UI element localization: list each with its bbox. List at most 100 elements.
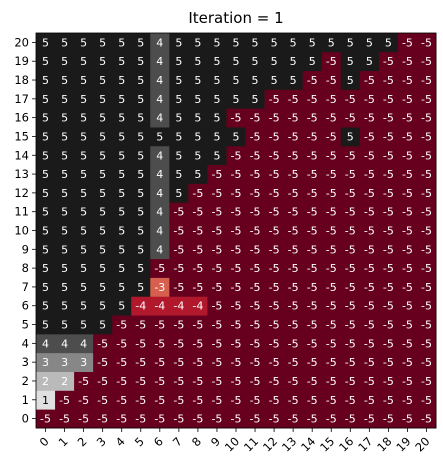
cell-value-label: -5: [269, 337, 280, 350]
cell-value-label: -5: [269, 300, 280, 313]
y-tick-label: 9: [22, 242, 29, 256]
x-tick-label: 17: [355, 434, 375, 454]
cell-value-label: 5: [175, 187, 182, 200]
cell-value-label: 3: [42, 356, 49, 369]
cell-value-label: 5: [80, 281, 87, 294]
cell-value-label: -5: [192, 337, 203, 350]
cell-value-label: -5: [326, 74, 337, 87]
cell-value-label: 5: [42, 225, 49, 238]
cell-value-label: 3: [80, 356, 87, 369]
cell-value-label: -5: [364, 149, 375, 162]
cell-value-label: 5: [290, 36, 297, 49]
cell-value-label: -5: [154, 262, 165, 275]
cell-value-label: -5: [307, 394, 318, 407]
cell-value-label: -5: [421, 93, 432, 106]
cell-value-label: -5: [116, 413, 127, 426]
cell-value-label: -5: [307, 74, 318, 87]
cell-value-label: -5: [326, 319, 337, 332]
cell-value-label: -5: [250, 149, 261, 162]
cell-value-label: -5: [402, 206, 413, 219]
cell-value-label: 5: [42, 300, 49, 313]
cell-value-label: 5: [61, 36, 68, 49]
cell-value-label: -5: [250, 206, 261, 219]
cell-value-label: 5: [194, 112, 201, 125]
y-tick-label: 7: [22, 280, 29, 294]
cell-value-label: -5: [402, 168, 413, 181]
cell-value-label: -5: [211, 168, 222, 181]
cell-value-label: -5: [211, 413, 222, 426]
cell-value-label: -5: [364, 281, 375, 294]
cell-value-label: -5: [231, 187, 242, 200]
cell-value-label: -5: [211, 187, 222, 200]
cell-value-label: 5: [61, 319, 68, 332]
cell-value-label: -5: [173, 356, 184, 369]
cell-value-label: 5: [42, 93, 49, 106]
cell-value-label: -5: [288, 281, 299, 294]
cell-value-label: -5: [307, 319, 318, 332]
cell-value-label: -5: [326, 300, 337, 313]
cell-value-label: -5: [345, 262, 356, 275]
cell-value-label: -5: [250, 300, 261, 313]
cell-value-label: 4: [156, 149, 163, 162]
cell-value-label: 5: [137, 225, 144, 238]
cell-value-label: 5: [99, 281, 106, 294]
cell-value-label: -5: [421, 36, 432, 49]
cell-value-label: -5: [402, 413, 413, 426]
cell-value-label: -5: [307, 413, 318, 426]
x-tick-label: 6: [151, 434, 166, 449]
cell-value-label: -5: [364, 74, 375, 87]
x-tick-label: 10: [222, 434, 242, 454]
cell-value-label: -5: [211, 281, 222, 294]
cell-value-label: -5: [192, 262, 203, 275]
cell-value-label: 5: [80, 225, 87, 238]
cell-value-label: 5: [347, 36, 354, 49]
cell-value-label: -5: [383, 225, 394, 238]
cell-value-label: -5: [288, 319, 299, 332]
cell-value-label: -5: [250, 225, 261, 238]
cell-value-label: -5: [383, 394, 394, 407]
x-tick-label: 11: [241, 434, 261, 454]
cell-value-label: 5: [61, 130, 68, 143]
cell-value-label: 5: [42, 112, 49, 125]
cell-value-label: -5: [269, 281, 280, 294]
cell-value-label: 5: [309, 36, 316, 49]
cell-value-label: -5: [231, 112, 242, 125]
cell-value-label: 5: [271, 36, 278, 49]
cell-value-label: -5: [383, 187, 394, 200]
cell-value-label: 5: [328, 36, 335, 49]
cell-value-label: 5: [366, 36, 373, 49]
cell-value-label: -5: [383, 337, 394, 350]
cell-value-label: -5: [97, 394, 108, 407]
cell-value-label: 5: [175, 55, 182, 68]
cell-value-label: -5: [211, 206, 222, 219]
cell-value-label: 5: [175, 74, 182, 87]
cell-value-label: 5: [99, 93, 106, 106]
cell-value-label: 5: [42, 206, 49, 219]
cell-value-label: -5: [345, 112, 356, 125]
cell-value-label: -5: [364, 206, 375, 219]
cell-value-label: 5: [99, 243, 106, 256]
cell-value-label: -5: [231, 262, 242, 275]
cell-value-label: -5: [402, 356, 413, 369]
cell-value-label: -5: [307, 243, 318, 256]
cell-value-label: -5: [402, 394, 413, 407]
cell-value-label: -5: [231, 375, 242, 388]
cell-value-label: -5: [421, 262, 432, 275]
cell-value-label: -5: [231, 337, 242, 350]
cell-value-label: -5: [383, 300, 394, 313]
cell-value-label: 4: [80, 337, 87, 350]
cell-value-label: -5: [326, 149, 337, 162]
cell-value-label: 5: [175, 130, 182, 143]
cell-value-label: 5: [80, 112, 87, 125]
cell-value-label: 5: [175, 93, 182, 106]
cell-value-label: -5: [288, 93, 299, 106]
cell-value-label: 5: [213, 93, 220, 106]
cell-value-label: 5: [252, 55, 259, 68]
cell-value-label: -5: [421, 337, 432, 350]
x-tick-label: 1: [56, 434, 71, 449]
cell-value-label: -5: [383, 93, 394, 106]
cell-value-label: -5: [269, 243, 280, 256]
cell-value-label: 5: [137, 206, 144, 219]
cell-value-label: -5: [307, 281, 318, 294]
cell-value-label: -5: [59, 394, 70, 407]
